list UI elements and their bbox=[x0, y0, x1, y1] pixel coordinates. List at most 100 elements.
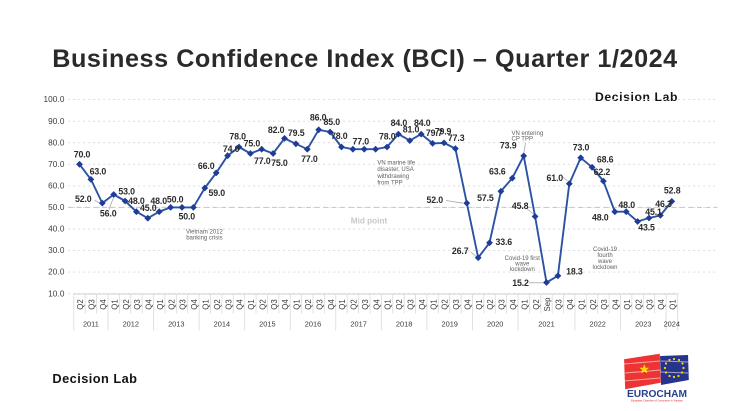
svg-text:81.0: 81.0 bbox=[403, 125, 420, 135]
svg-text:wave: wave bbox=[514, 261, 530, 267]
svg-text:Q2: Q2 bbox=[350, 299, 359, 309]
svg-text:Q1: Q1 bbox=[247, 299, 256, 309]
svg-text:Q4: Q4 bbox=[281, 299, 290, 310]
svg-text:withdrawing: withdrawing bbox=[376, 174, 409, 180]
svg-text:Vietnam 2012: Vietnam 2012 bbox=[186, 229, 224, 235]
svg-text:Q2: Q2 bbox=[486, 299, 495, 309]
svg-text:63.0: 63.0 bbox=[90, 167, 107, 177]
svg-text:VN marine life: VN marine life bbox=[377, 160, 415, 166]
svg-text:fourth: fourth bbox=[597, 253, 612, 259]
svg-text:48.0: 48.0 bbox=[150, 196, 167, 206]
svg-text:Q3: Q3 bbox=[179, 299, 188, 309]
svg-text:40.0: 40.0 bbox=[48, 225, 65, 234]
svg-text:Q2: Q2 bbox=[258, 299, 267, 309]
svg-text:Q2: Q2 bbox=[213, 299, 222, 309]
svg-text:Q1: Q1 bbox=[475, 299, 484, 309]
svg-text:2018: 2018 bbox=[396, 320, 412, 329]
svg-text:20.0: 20.0 bbox=[48, 268, 65, 277]
svg-text:2015: 2015 bbox=[259, 320, 275, 329]
svg-text:Q4: Q4 bbox=[418, 299, 427, 310]
svg-text:75.0: 75.0 bbox=[244, 139, 261, 149]
svg-text:2012: 2012 bbox=[123, 320, 139, 329]
svg-text:Q3: Q3 bbox=[133, 299, 142, 309]
svg-text:Q1: Q1 bbox=[384, 299, 393, 309]
svg-text:VN entering: VN entering bbox=[512, 131, 544, 137]
svg-text:48.0: 48.0 bbox=[618, 200, 635, 210]
svg-text:Q1: Q1 bbox=[202, 299, 211, 309]
svg-text:15.2: 15.2 bbox=[512, 278, 529, 288]
svg-text:85.0: 85.0 bbox=[324, 117, 341, 127]
svg-text:Q2: Q2 bbox=[634, 299, 643, 309]
svg-text:2021: 2021 bbox=[538, 320, 554, 329]
svg-text:Q2: Q2 bbox=[122, 299, 131, 309]
svg-text:Q4: Q4 bbox=[657, 299, 666, 310]
svg-text:66.0: 66.0 bbox=[198, 161, 215, 171]
svg-text:73.9: 73.9 bbox=[500, 141, 517, 151]
svg-text:77.0: 77.0 bbox=[254, 156, 271, 166]
svg-text:Q4: Q4 bbox=[509, 299, 518, 310]
svg-text:2014: 2014 bbox=[214, 320, 230, 329]
svg-text:45.1: 45.1 bbox=[645, 207, 662, 217]
svg-text:82.0: 82.0 bbox=[268, 125, 285, 135]
svg-text:45.0: 45.0 bbox=[140, 203, 157, 213]
svg-text:CP TPP: CP TPP bbox=[512, 137, 533, 143]
svg-text:Q1: Q1 bbox=[110, 299, 119, 309]
svg-text:Q4: Q4 bbox=[145, 299, 154, 310]
svg-text:Q4: Q4 bbox=[372, 299, 381, 310]
svg-text:90.0: 90.0 bbox=[48, 117, 65, 126]
svg-text:2019: 2019 bbox=[441, 320, 457, 329]
svg-text:Q1: Q1 bbox=[293, 299, 302, 309]
svg-text:Q2: Q2 bbox=[167, 299, 176, 309]
svg-text:48.0: 48.0 bbox=[592, 212, 609, 222]
svg-text:Q3: Q3 bbox=[600, 299, 609, 309]
svg-text:Q2: Q2 bbox=[395, 299, 404, 309]
svg-text:EUROCHAM: EUROCHAM bbox=[627, 389, 687, 400]
svg-text:33.6: 33.6 bbox=[496, 237, 513, 247]
svg-text:Q3: Q3 bbox=[646, 299, 655, 309]
svg-text:Q2: Q2 bbox=[589, 299, 598, 309]
svg-text:50.0: 50.0 bbox=[167, 195, 184, 205]
svg-text:Q3: Q3 bbox=[498, 299, 507, 309]
svg-text:70.0: 70.0 bbox=[74, 150, 91, 160]
svg-text:61.0: 61.0 bbox=[547, 173, 564, 183]
svg-text:Q3: Q3 bbox=[361, 299, 370, 309]
svg-text:46.3: 46.3 bbox=[655, 199, 672, 209]
svg-text:78.0: 78.0 bbox=[331, 131, 348, 141]
svg-text:78.0: 78.0 bbox=[229, 132, 246, 142]
svg-text:2017: 2017 bbox=[350, 320, 366, 329]
svg-text:Q4: Q4 bbox=[190, 299, 199, 310]
svg-text:2024: 2024 bbox=[664, 320, 680, 329]
svg-text:77.3: 77.3 bbox=[448, 133, 465, 143]
svg-text:Q3: Q3 bbox=[407, 299, 416, 309]
svg-text:53.0: 53.0 bbox=[118, 187, 135, 197]
svg-text:77.0: 77.0 bbox=[301, 154, 318, 164]
svg-text:2023: 2023 bbox=[635, 320, 651, 329]
svg-text:Q3: Q3 bbox=[315, 299, 324, 309]
svg-text:Q2: Q2 bbox=[441, 299, 450, 309]
svg-text:50.0: 50.0 bbox=[179, 212, 196, 222]
svg-text:European Chamber of Commerce i: European Chamber of Commerce in Vietnam bbox=[631, 399, 683, 403]
svg-text:wave: wave bbox=[597, 259, 613, 265]
svg-text:84.0: 84.0 bbox=[391, 118, 408, 128]
svg-text:79.7: 79.7 bbox=[426, 128, 443, 138]
svg-text:77.0: 77.0 bbox=[353, 137, 370, 147]
svg-text:2022: 2022 bbox=[589, 320, 605, 329]
svg-text:56.0: 56.0 bbox=[100, 209, 117, 219]
svg-text:86.0: 86.0 bbox=[310, 112, 327, 122]
svg-text:Q4: Q4 bbox=[327, 299, 336, 310]
svg-text:75.0: 75.0 bbox=[271, 158, 288, 168]
svg-text:Q1: Q1 bbox=[338, 299, 347, 309]
svg-text:63.6: 63.6 bbox=[489, 166, 506, 176]
svg-text:Q1: Q1 bbox=[577, 299, 586, 309]
svg-text:Covid-19 first: Covid-19 first bbox=[505, 256, 541, 262]
svg-text:10.0: 10.0 bbox=[48, 289, 65, 298]
svg-text:78.0: 78.0 bbox=[379, 132, 396, 142]
svg-text:84.0: 84.0 bbox=[414, 118, 431, 128]
svg-text:Q4: Q4 bbox=[464, 299, 473, 310]
svg-text:79.9: 79.9 bbox=[435, 127, 452, 137]
svg-text:Q2: Q2 bbox=[304, 299, 313, 309]
svg-text:52.0: 52.0 bbox=[75, 194, 92, 204]
svg-text:Q2: Q2 bbox=[532, 299, 541, 309]
svg-text:Q3: Q3 bbox=[88, 299, 97, 309]
svg-text:57.5: 57.5 bbox=[477, 193, 494, 203]
